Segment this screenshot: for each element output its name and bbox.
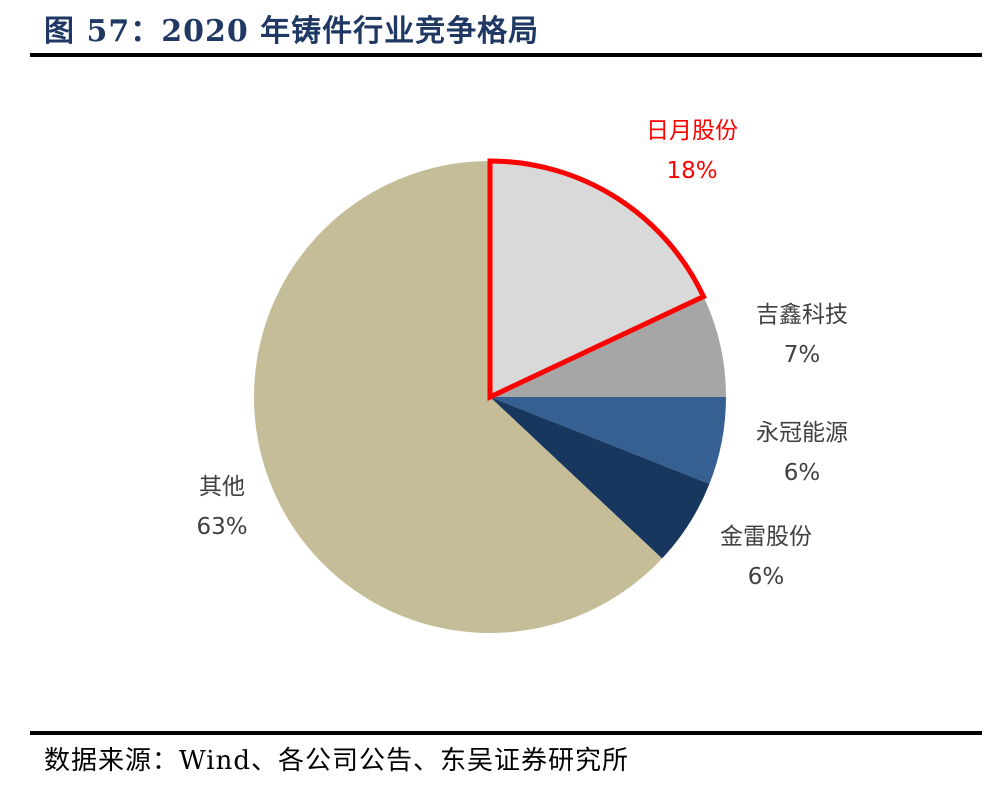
figure-title: 图 57：2020 年铸件行业竞争格局 bbox=[44, 14, 540, 49]
slice-percent-label: 7% bbox=[784, 342, 821, 368]
slice-percent-label: 63% bbox=[196, 514, 247, 540]
slice-percent-label: 18% bbox=[666, 158, 717, 184]
pie-slice-3 bbox=[490, 397, 726, 484]
pie-slice-5 bbox=[254, 161, 663, 633]
highlight-outline bbox=[487, 158, 707, 401]
bottom-rule bbox=[30, 731, 982, 735]
source-note: 数据来源：Wind、各公司公告、东吴证券研究所 bbox=[44, 746, 629, 776]
top-rule bbox=[30, 53, 982, 57]
pie-slice-4 bbox=[490, 397, 710, 559]
slice-name-label: 日月股份 bbox=[646, 118, 738, 144]
pie-chart: 日月股份 18% 吉鑫科技 7% 永冠能源 6% 金雷股份 6% 其他 63% bbox=[196, 118, 848, 633]
slice-name-label: 永冠能源 bbox=[756, 420, 848, 446]
slice-percent-label: 6% bbox=[748, 564, 785, 590]
slice-percent-label: 6% bbox=[784, 460, 821, 486]
slice-name-label: 其他 bbox=[199, 474, 245, 500]
pie-slice-1 bbox=[490, 161, 704, 397]
slice-name-label: 金雷股份 bbox=[720, 524, 812, 550]
slice-name-label: 吉鑫科技 bbox=[756, 302, 848, 328]
